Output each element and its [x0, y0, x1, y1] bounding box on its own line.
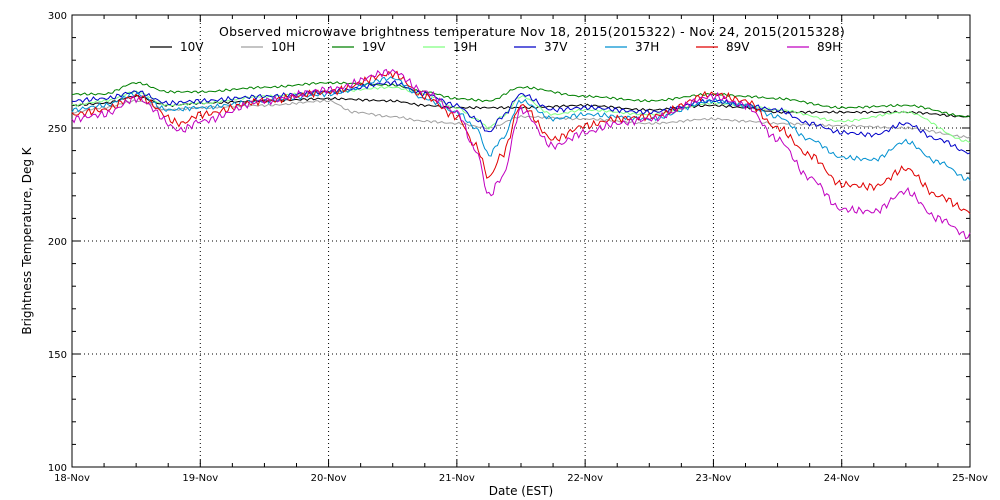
legend-label-19h: 19H [453, 40, 477, 54]
x-tick-label: 22-Nov [567, 473, 603, 484]
x-tick-label: 18-Nov [54, 473, 90, 484]
x-tick-label: 21-Nov [439, 473, 475, 484]
series-lines [71, 68, 971, 240]
series-line-89v [71, 70, 971, 214]
x-tick-label: 23-Nov [695, 473, 731, 484]
grid [72, 15, 970, 467]
y-tick-label: 200 [48, 237, 67, 248]
chart-title: Observed microwave brightness temperatur… [219, 24, 845, 39]
legend: 10V 10H 19V 19H 37V 37H 89V 89H [150, 40, 841, 54]
legend-label-19v: 19V [362, 40, 386, 54]
legend-label-10v: 10V [180, 40, 204, 54]
axis-ticks: 18-Nov 19-Nov 20-Nov 21-Nov 22-Nov 23-Nov 24-N… [48, 11, 988, 484]
y-tick-label: 150 [48, 350, 67, 361]
x-tick-label: 20-Nov [311, 473, 347, 484]
series-line-19v [71, 81, 971, 118]
y-tick-label: 100 [48, 463, 67, 474]
x-axis-label: Date (EST) [489, 484, 553, 498]
x-tick-label: 19-Nov [182, 473, 218, 484]
legend-label-37h: 37H [635, 40, 659, 54]
y-tick-label: 300 [48, 11, 67, 22]
legend-label-89v: 89V [726, 40, 750, 54]
series-line-37v [71, 79, 971, 155]
y-axis-label: Brightness Temperature, Deg K [20, 146, 34, 334]
x-tick-label: 24-Nov [824, 473, 860, 484]
legend-label-10h: 10H [271, 40, 295, 54]
series-line-19h [71, 86, 971, 143]
series-line-89h [71, 68, 971, 240]
series-line-37h [71, 76, 971, 181]
x-tick-label: 25-Nov [952, 473, 988, 484]
legend-label-89h: 89H [817, 40, 841, 54]
legend-label-37v: 37V [544, 40, 568, 54]
y-tick-label: 250 [48, 124, 67, 135]
